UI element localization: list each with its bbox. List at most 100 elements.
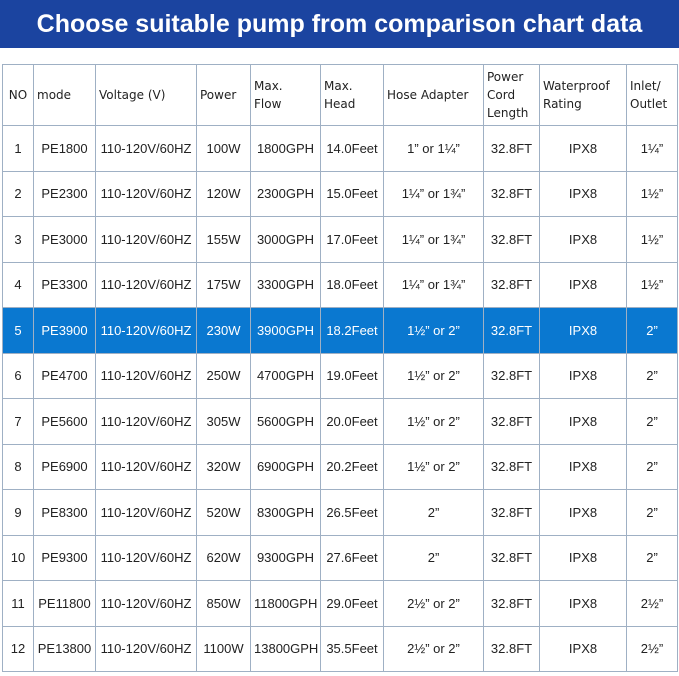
table-cell: 20.2Feet	[320, 443, 384, 490]
table-cell: 2½” or 2”	[383, 580, 484, 627]
table-cell: 1½” or 2”	[383, 398, 484, 445]
table-cell: 11	[2, 580, 34, 627]
table-cell: 175W	[196, 261, 251, 308]
table-cell: 17.0Feet	[320, 216, 384, 263]
table-cell: 15.0Feet	[320, 170, 384, 217]
table-cell: 2”	[626, 307, 678, 354]
column-header: Power Cord Length	[483, 64, 540, 126]
table-cell: 8300GPH	[250, 489, 321, 536]
table-cell: 110-120V/60HZ	[95, 625, 197, 672]
table-cell: 10	[2, 534, 34, 581]
table-cell: 320W	[196, 443, 251, 490]
table-cell: 4700GPH	[250, 352, 321, 399]
table-cell: 2”	[626, 352, 678, 399]
table-cell: 110-120V/60HZ	[95, 216, 197, 263]
table-cell: IPX8	[539, 489, 627, 536]
table-cell: 26.5Feet	[320, 489, 384, 536]
table-cell: IPX8	[539, 125, 627, 172]
header-row: NO mode Voltage (V) Power Max. Flow Max. Head…	[2, 64, 678, 126]
table-cell: 32.8FT	[483, 352, 540, 399]
table-cell: 32.8FT	[483, 534, 540, 581]
table-cell: PE6900	[33, 443, 96, 490]
column-header: Max. Head	[320, 64, 384, 126]
table-cell: 32.8FT	[483, 216, 540, 263]
table-cell: 1½”	[626, 216, 678, 263]
table-cell: IPX8	[539, 170, 627, 217]
table-cell: 35.5Feet	[320, 625, 384, 672]
table-cell: 1½”	[626, 170, 678, 217]
table-cell: 20.0Feet	[320, 398, 384, 445]
table-cell: 230W	[196, 307, 251, 354]
table-cell: 120W	[196, 170, 251, 217]
table-cell: 3000GPH	[250, 216, 321, 263]
table-cell: 3300GPH	[250, 261, 321, 308]
table-cell: 12	[2, 625, 34, 672]
table-cell: PE3900	[33, 307, 96, 354]
table-cell: 6	[2, 352, 34, 399]
table-cell: 5	[2, 307, 34, 354]
table-cell: 3900GPH	[250, 307, 321, 354]
table-row: 11 PE11800 110-120V/60HZ 850W 11800GPH 29.0Fe…	[2, 580, 678, 627]
table-row: 6 PE4700 110-120V/60HZ 250W 4700GPH 19.0Feet 1…	[2, 352, 678, 399]
table-cell: 5600GPH	[250, 398, 321, 445]
table-cell: 1800GPH	[250, 125, 321, 172]
table-cell: IPX8	[539, 216, 627, 263]
table-cell: 32.8FT	[483, 625, 540, 672]
table-cell: 1100W	[196, 625, 251, 672]
table-cell: 2	[2, 170, 34, 217]
table-row: 5 PE3900 110-120V/60HZ 230W 3900GPH 18.2Feet 1…	[2, 307, 678, 354]
table-row: 1 PE1800 110-120V/60HZ 100W 1800GPH 14.0Feet 1…	[2, 125, 678, 172]
comparison-table: NO mode Voltage (V) Power Max. Flow Max. Head…	[2, 64, 678, 672]
table-cell: 32.8FT	[483, 307, 540, 354]
table-cell: 32.8FT	[483, 398, 540, 445]
table-cell: 1½”	[626, 261, 678, 308]
table-cell: 155W	[196, 216, 251, 263]
table-cell: 2”	[383, 489, 484, 536]
table-cell: 110-120V/60HZ	[95, 398, 197, 445]
table-cell: 18.2Feet	[320, 307, 384, 354]
table-row: 8 PE6900 110-120V/60HZ 320W 6900GPH 20.2Feet 1…	[2, 443, 678, 490]
table-row: 3 PE3000 110-120V/60HZ 155W 3000GPH 17.0Feet 1…	[2, 216, 678, 263]
table-cell: IPX8	[539, 443, 627, 490]
table-cell: PE13800	[33, 625, 96, 672]
table-cell: 27.6Feet	[320, 534, 384, 581]
table-cell: IPX8	[539, 352, 627, 399]
column-header: Voltage (V)	[95, 64, 197, 126]
table-cell: IPX8	[539, 625, 627, 672]
table-cell: PE1800	[33, 125, 96, 172]
table-cell: 2”	[383, 534, 484, 581]
table-cell: 14.0Feet	[320, 125, 384, 172]
table-body: 1 PE1800 110-120V/60HZ 100W 1800GPH 14.0Feet 1…	[2, 125, 678, 672]
table-cell: PE9300	[33, 534, 96, 581]
table-cell: 3	[2, 216, 34, 263]
table-cell: 1” or 1¼”	[383, 125, 484, 172]
table-cell: 32.8FT	[483, 489, 540, 536]
table-cell: 1½” or 2”	[383, 352, 484, 399]
table-cell: 2½”	[626, 580, 678, 627]
table-row: 2 PE2300 110-120V/60HZ 120W 2300GPH 15.0Feet 1…	[2, 170, 678, 217]
table-row: 4 PE3300 110-120V/60HZ 175W 3300GPH 18.0Feet 1…	[2, 261, 678, 308]
column-header: Max. Flow	[250, 64, 321, 126]
table-cell: 19.0Feet	[320, 352, 384, 399]
table-cell: IPX8	[539, 307, 627, 354]
table-cell: 100W	[196, 125, 251, 172]
table-cell: PE4700	[33, 352, 96, 399]
table-row: 10 PE9300 110-120V/60HZ 620W 9300GPH 27.6Feet…	[2, 534, 678, 581]
table-cell: 850W	[196, 580, 251, 627]
table-row: 9 PE8300 110-120V/60HZ 520W 8300GPH 26.5Feet 2…	[2, 489, 678, 536]
table-cell: 9300GPH	[250, 534, 321, 581]
table-cell: 18.0Feet	[320, 261, 384, 308]
table-cell: 110-120V/60HZ	[95, 125, 197, 172]
table-cell: 110-120V/60HZ	[95, 352, 197, 399]
table-cell: 2300GPH	[250, 170, 321, 217]
table-cell: 6900GPH	[250, 443, 321, 490]
table-cell: 2½” or 2”	[383, 625, 484, 672]
table-cell: 110-120V/60HZ	[95, 443, 197, 490]
table-cell: 2”	[626, 534, 678, 581]
table-cell: 13800GPH	[250, 625, 321, 672]
table-cell: 110-120V/60HZ	[95, 307, 197, 354]
table-cell: PE3300	[33, 261, 96, 308]
table-cell: 4	[2, 261, 34, 308]
table-cell: 8	[2, 443, 34, 490]
